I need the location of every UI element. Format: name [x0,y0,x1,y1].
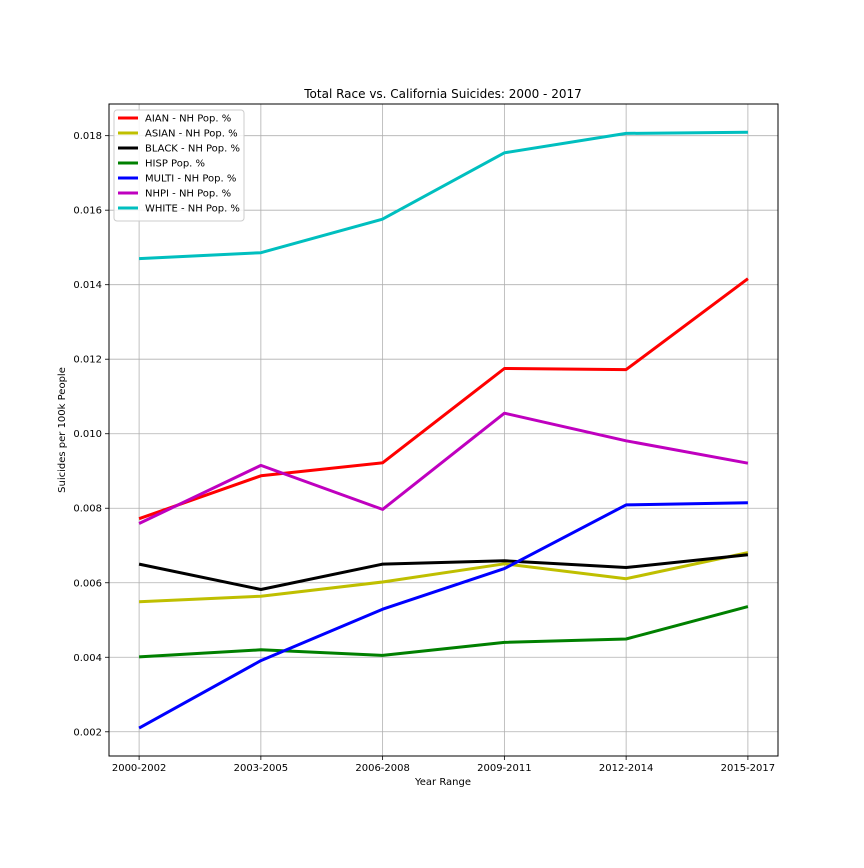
x-tick-label: 2006-2008 [355,763,410,774]
x-tick-label: 2000-2002 [112,763,167,774]
legend-label: AIAN - NH Pop. % [145,114,231,125]
series-line-3 [139,605,749,659]
x-axis-label: Year Range [414,777,471,788]
series-line-2 [138,553,749,591]
y-tick-label: 0.002 [73,727,102,738]
tick-layer: 2000-2002 2003-2005 2006-2008 2009-2011 2012… [73,131,775,774]
y-tick-label: 0.008 [73,504,102,515]
series-line-4 [138,501,748,730]
legend-label: BLACK - NH Pop. % [145,144,240,155]
legend-label: MULTI - NH Pop. % [145,174,236,185]
y-tick-label: 0.014 [73,280,102,291]
plot-frame [108,103,779,757]
y-tick-label: 0.010 [73,429,102,440]
y-tick-label: 0.006 [73,578,102,589]
y-tick-label: 0.004 [73,653,102,664]
legend-label: NHPI - NH Pop. % [145,189,231,200]
series-layer [138,130,749,730]
y-tick-label: 0.012 [73,355,102,366]
y-tick-label: 0.016 [73,206,102,217]
legend-label: HISP Pop. % [145,159,205,170]
legend-label: ASIAN - NH Pop. % [145,129,238,140]
x-tick-label: 2009-2011 [477,763,532,774]
legend-label: WHITE - NH Pop. % [145,204,240,215]
y-tick-label: 0.018 [73,131,102,142]
series-line-0 [138,277,749,521]
x-tick-label: 2012-2014 [599,763,654,774]
x-tick-label: 2015-2017 [721,763,776,774]
y-axis-label: Suicides per 100k People [57,367,68,493]
legend: AIAN - NH Pop. % ASIAN - NH Pop. % BLACK -… [113,109,245,222]
series-line-1 [139,551,749,604]
grid-layer [109,104,778,756]
series-line-5 [138,411,749,525]
series-line-6 [139,130,748,261]
legend-box [113,109,245,222]
x-tick-label: 2003-2005 [234,763,289,774]
chart-title: Total Race vs. California Suicides: 2000… [303,87,581,101]
